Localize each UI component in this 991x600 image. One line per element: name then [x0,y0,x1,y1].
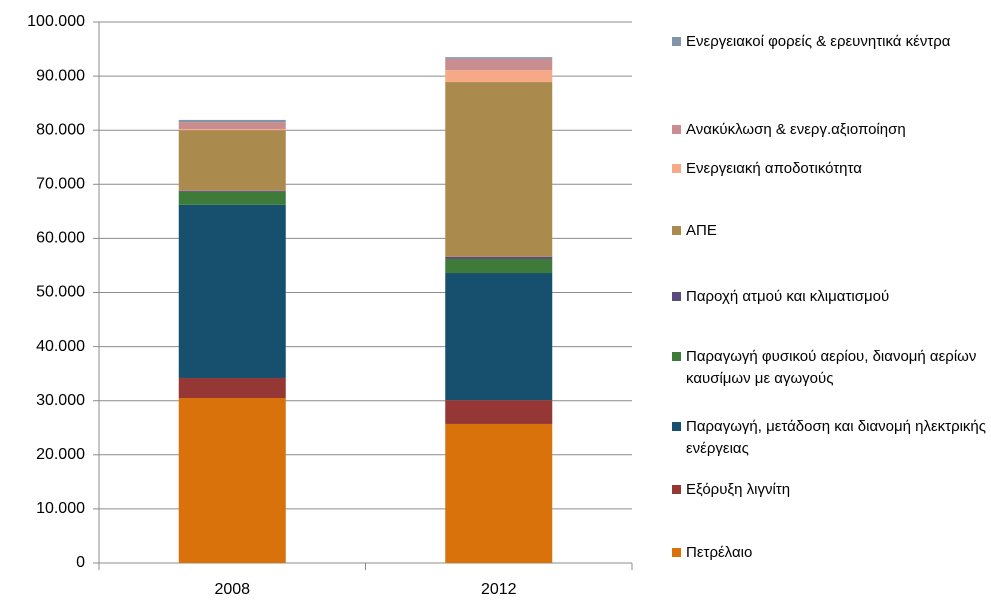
legend-marker [672,226,681,235]
bar-segment [445,82,553,257]
bar-segment [178,122,286,130]
legend-marker [672,125,681,134]
legend-label: Πετρέλαιο [686,544,753,561]
y-tick-label: 100.000 [27,13,85,30]
legend-item: Ενεργειακοί φορείς & ερευνητικά κέντρα [672,31,987,53]
legend-label: Παροχή ατμού και κλιματισμού [686,288,890,305]
bar-segment [178,190,286,192]
y-tick-label: 30.000 [36,392,85,409]
x-tick-label: 2012 [481,581,517,598]
bar-segment [445,256,553,259]
bar-segment [445,70,553,83]
legend-marker [672,548,681,557]
legend-item: Ανακύκλωση & ενεργ.αξιοποίηση [672,119,987,141]
bar-segment [445,258,553,274]
bar-segment [445,423,553,563]
legend-label: Ενεργειακή αποδοτικότητα [686,160,862,177]
legend-item: ΑΠΕ [672,220,987,242]
legend-marker [672,292,681,301]
legend-item: Παραγωγή, μετάδοση και διανομή ηλεκτρική… [672,416,987,460]
legend-label: Ανακύκλωση & ενεργ.αξιοποίηση [686,121,906,138]
legend-label: ΑΠΕ [686,222,717,239]
bar-segment [178,204,286,378]
y-tick-label: 10.000 [36,500,85,517]
legend-marker [672,164,681,173]
legend-item: Παροχή ατμού και κλιματισμού [672,286,987,308]
bar-segment [178,119,286,123]
legend-label: Εξόρυξη λιγνίτη [686,481,791,498]
legend-marker [672,37,681,46]
legend-label: Παραγωγή, μετάδοση και διανομή ηλεκτρική… [686,418,986,457]
y-tick-label: 70.000 [36,176,85,193]
bar-segment [178,377,286,398]
bar-segment [178,130,286,191]
bar-segment [445,58,553,71]
bar-segment [445,57,553,59]
y-tick-label: 90.000 [36,67,85,84]
legend-item: Εξόρυξη λιγνίτη [672,479,987,501]
legend-label: Παραγωγή φυσικού αερίου, διανομή αερίων … [686,348,977,387]
legend-item: Παραγωγή φυσικού αερίου, διανομή αερίων … [672,346,987,390]
bar-segment [178,129,286,131]
bar-segment [178,397,286,563]
y-tick-label: 60.000 [36,230,85,247]
x-tick-label: 2008 [214,581,250,598]
y-tick-label: 20.000 [36,446,85,463]
legend-marker [672,422,681,431]
bar-segment [445,273,553,401]
bar-segment [178,191,286,205]
y-tick-label: 50.000 [36,284,85,301]
y-tick-label: 40.000 [36,338,85,355]
legend-marker [672,485,681,494]
legend-item: Ενεργειακή αποδοτικότητα [672,158,987,180]
y-tick-label: 0 [76,554,85,571]
bar-segment [445,400,553,424]
legend-label: Ενεργειακοί φορείς & ερευνητικά κέντρα [686,33,951,50]
legend-marker [672,352,681,361]
y-tick-label: 80.000 [36,121,85,138]
legend-item: Πετρέλαιο [672,542,987,564]
